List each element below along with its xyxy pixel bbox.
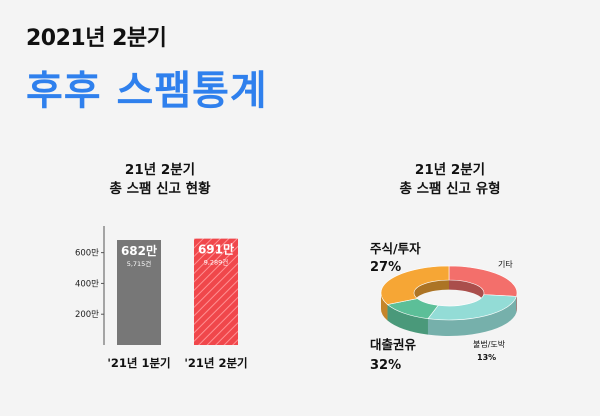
pie-label-other: 기타 [498,260,513,269]
donut-inner-wall-1 [449,280,484,303]
donut-side-3 [387,304,428,335]
pie-label-gambling: 불법/도박 [473,339,506,349]
bar-chart-title-line2: 총 스팸 신고 현황 [109,181,211,197]
page-subtitle: 2021년 2분기 [26,26,167,51]
pie-pct-stocks: 27% [370,260,401,275]
bar-chart-title-line1: 21년 2분기 [124,162,196,178]
pie-label-stocks: 주식/투자 [370,241,421,256]
bar-chart-title: 21년 2분기 총 스팸 신고 현황 [60,161,260,199]
bar-count-label: 9,289건 [204,258,229,267]
pie-chart-title-line2: 총 스팸 신고 유형 [399,181,501,197]
bar-1 [117,240,161,345]
donut-slice-4 [380,265,450,305]
bar-y-tick-label: 600만 [75,249,99,259]
page-title: 후후 스팸통계 [26,68,268,114]
bar-x-tick-label: '21년 1분기 [107,356,170,370]
donut-inner-wall-4 [414,280,449,303]
bar-y-tick-label: 200만 [75,310,99,320]
donut-slice-2 [427,294,517,321]
bar-count-label: 5,715건 [127,259,152,268]
donut-side-2 [427,296,517,336]
bar-value-label: 682만 [121,243,157,258]
bar-x-tick-label: '21년 2분기 [184,356,247,370]
pie-chart-title-line1: 21년 2분기 [414,162,486,178]
pie-pct-loans: 32% [370,358,401,373]
donut-side-1 [516,293,517,313]
bar-value-label: 691만 [198,242,234,257]
pie-chart-title: 21년 2분기 총 스팸 신고 유형 [350,161,550,199]
pie-pct-gambling: 13% [477,353,496,362]
donut-side-4 [381,293,388,321]
bar-y-tick-label: 400만 [75,279,99,289]
bar-2 [194,238,238,345]
pie-label-loans: 대출권유 [370,337,417,352]
